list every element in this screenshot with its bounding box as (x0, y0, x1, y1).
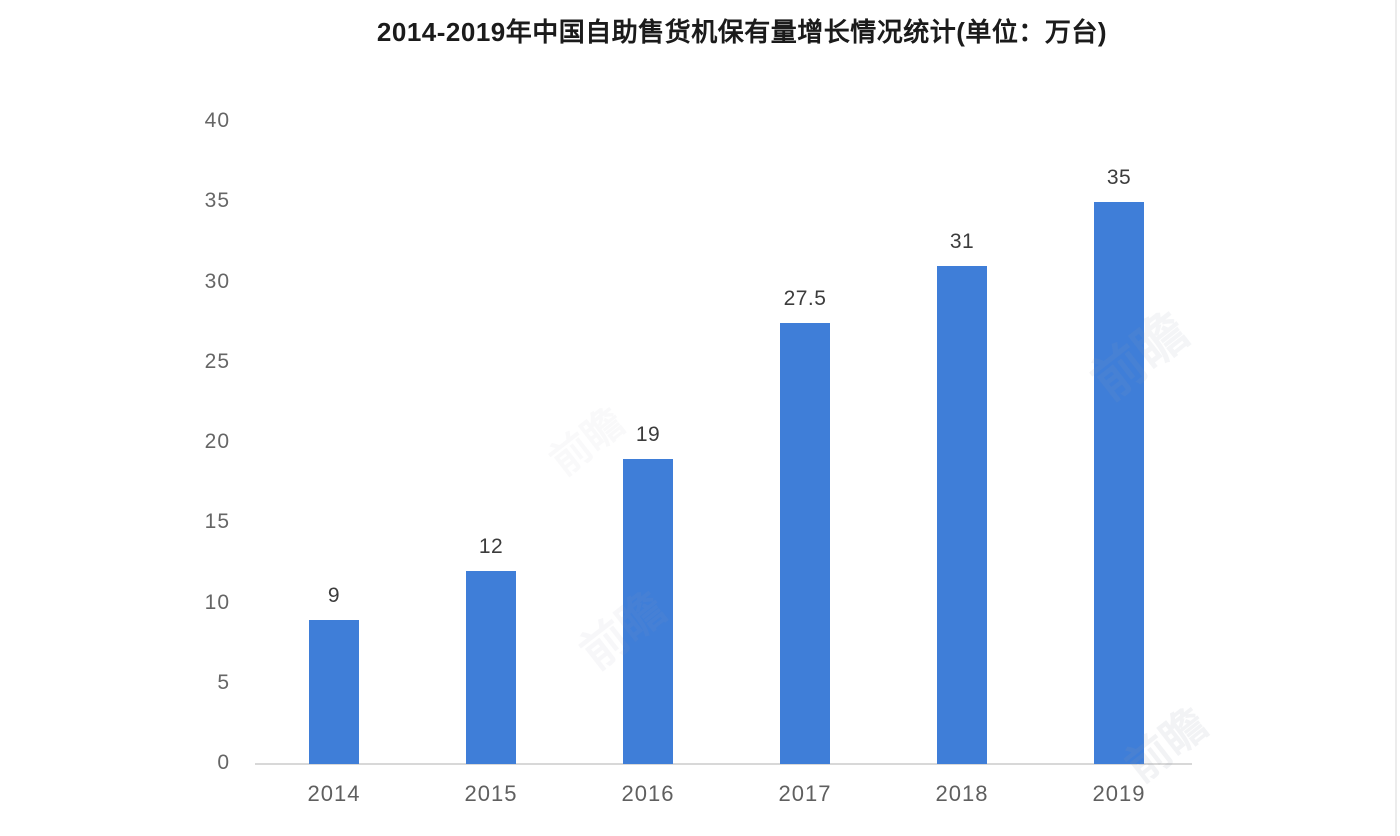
x-tick-label-2014: 2014 (307, 781, 361, 806)
right-edge-line (1395, 0, 1397, 836)
bar-2016 (623, 459, 673, 764)
bar-2015 (466, 571, 516, 764)
x-tick-label-2018: 2018 (935, 781, 989, 806)
data-label-2016: 19 (635, 423, 661, 447)
y-tick-label-0: 0 (217, 751, 230, 774)
bar-2014 (309, 619, 359, 764)
data-label-2017: 27.5 (783, 286, 827, 310)
y-tick-label-25: 25 (204, 349, 230, 373)
data-label-2018: 31 (949, 230, 975, 254)
data-label-2015: 12 (478, 535, 504, 559)
y-tick-label-40: 40 (204, 109, 230, 132)
bar-2019 (1094, 202, 1144, 764)
bar-2017 (780, 322, 830, 764)
chart-title: 2014-2019年中国自助售货机保有量增长情况统计(单位：万台) (376, 17, 1108, 47)
y-tick-label-10: 10 (204, 590, 230, 614)
data-label-2019: 35 (1106, 166, 1132, 190)
x-tick-label-2016: 2016 (621, 781, 675, 806)
data-label-2014: 9 (327, 583, 341, 607)
x-axis-line (255, 763, 1192, 765)
x-tick-label-2015: 2015 (464, 781, 518, 806)
x-tick-label-2019: 2019 (1092, 781, 1146, 806)
y-tick-label-35: 35 (204, 189, 230, 213)
x-tick-label-2017: 2017 (778, 781, 832, 806)
bar-2018 (937, 266, 987, 764)
y-tick-label-30: 30 (204, 269, 230, 293)
y-tick-label-20: 20 (204, 430, 230, 453)
y-tick-label-5: 5 (217, 670, 230, 694)
y-tick-label-15: 15 (204, 510, 230, 534)
